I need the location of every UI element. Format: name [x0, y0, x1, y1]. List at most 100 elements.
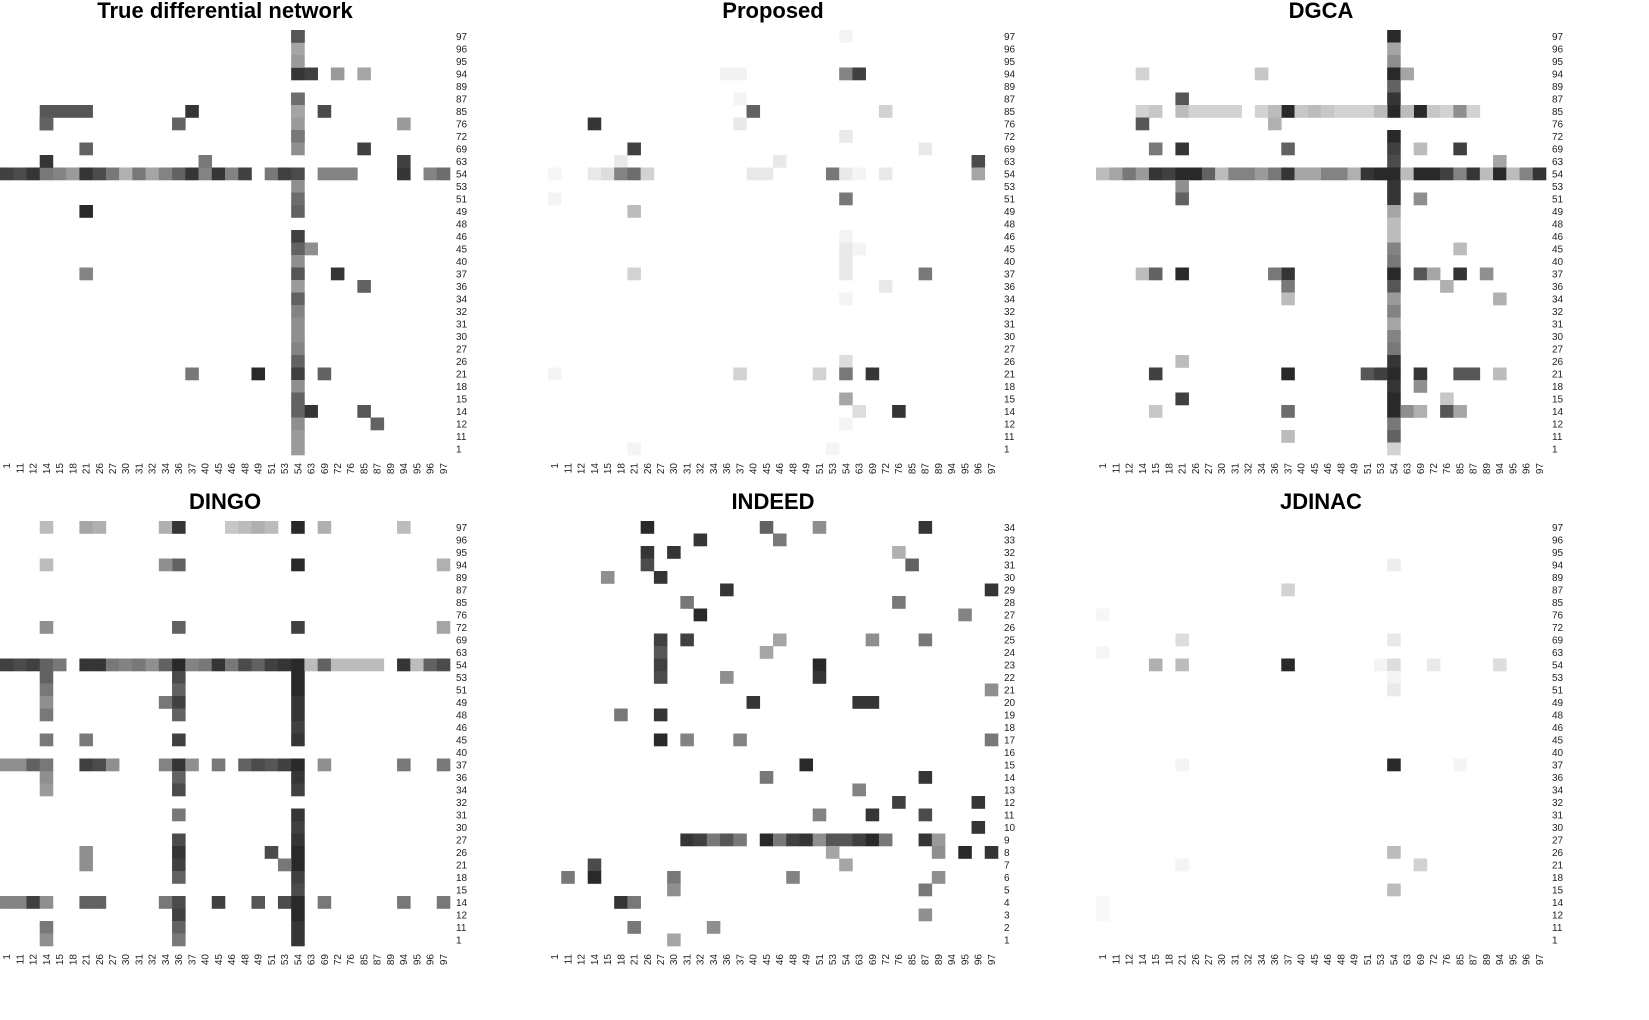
heatmap-cell — [317, 896, 332, 909]
heatmap-cell — [865, 367, 880, 381]
y-tick-label: 36 — [456, 773, 468, 784]
y-tick-label: 45 — [1552, 735, 1564, 746]
heatmap-cell — [52, 105, 67, 118]
heatmap-cell — [172, 871, 186, 884]
heatmap-cell — [773, 533, 787, 547]
y-tick-label: 25 — [1004, 635, 1016, 646]
y-tick-label: 15 — [456, 885, 468, 896]
heatmap-cell — [865, 833, 880, 847]
y-tick-label: 54 — [1552, 169, 1564, 180]
x-tick-label: 37 — [735, 463, 746, 475]
x-tick-label: 31 — [1230, 954, 1241, 966]
heatmap-cell — [105, 167, 120, 181]
heatmap-cell — [852, 696, 866, 709]
heatmap-cell — [614, 896, 628, 909]
heatmap-cell — [1281, 405, 1295, 418]
heatmap-cell — [291, 733, 305, 747]
heatmap-cell — [264, 758, 279, 772]
heatmap-cell — [397, 117, 411, 131]
heatmap-cell — [1426, 167, 1441, 181]
y-tick-label: 34 — [1004, 523, 1016, 534]
heatmap-cell — [39, 896, 54, 909]
heatmap-cell — [291, 355, 305, 368]
heatmap-cell — [614, 155, 628, 168]
y-tick-label: 94 — [456, 69, 468, 80]
heatmap-cell — [839, 192, 853, 206]
x-tick-label: 53 — [1376, 463, 1387, 475]
y-tick-label: 95 — [1552, 548, 1564, 559]
x-tick-label: 51 — [267, 954, 278, 966]
x-tick-label: 45 — [214, 954, 225, 966]
heatmap-cell — [1281, 367, 1295, 381]
heatmap-cell — [172, 771, 186, 784]
heatmap-cell — [277, 658, 292, 672]
y-tick-label: 27 — [1004, 610, 1016, 621]
heatmap-cell — [317, 367, 332, 381]
heatmap-cell — [172, 758, 186, 772]
heatmap-cell — [397, 896, 411, 909]
heatmap-cell — [291, 896, 305, 909]
heatmap-cell — [330, 67, 345, 81]
heatmap-cell — [825, 846, 840, 859]
heatmap-cell — [357, 280, 371, 293]
heatmap-cell — [436, 658, 451, 672]
y-tick-label: 32 — [1004, 548, 1016, 559]
y-tick-label: 1 — [456, 444, 462, 455]
x-tick-label: 85 — [907, 954, 918, 966]
y-tick-label: 94 — [1004, 69, 1016, 80]
x-tick-label: 97 — [1535, 954, 1546, 966]
y-tick-label: 48 — [1004, 219, 1016, 230]
heatmap-cell — [1373, 658, 1388, 672]
y-tick-label: 63 — [456, 157, 468, 168]
heatmap-cell — [52, 167, 67, 181]
heatmap-cell — [172, 167, 186, 181]
heatmap-cell — [79, 205, 93, 218]
heatmap-cell — [614, 708, 628, 722]
heatmap-cell — [892, 796, 906, 809]
heatmap-cell — [158, 521, 173, 534]
x-tick-label: 97 — [987, 954, 998, 966]
heatmap-cell — [667, 883, 681, 897]
heatmap-cell — [291, 55, 305, 68]
heatmap-cell — [291, 808, 305, 822]
heatmap-cell — [1148, 167, 1163, 181]
heatmap-cell — [1175, 105, 1189, 118]
x-tick-label: 89 — [1482, 954, 1493, 966]
y-tick-label: 89 — [456, 573, 468, 584]
y-tick-label: 46 — [1552, 723, 1564, 734]
heatmap-cell — [1334, 105, 1348, 118]
y-tick-label: 37 — [1552, 760, 1564, 771]
y-tick-label: 45 — [456, 735, 468, 746]
x-tick-label: 40 — [749, 954, 760, 966]
heatmap-cell — [1440, 167, 1454, 181]
heatmap-cell — [1413, 858, 1428, 872]
y-tick-label: 31 — [1004, 319, 1016, 330]
heatmap-cell — [1440, 405, 1454, 418]
heatmap-cell — [1387, 442, 1401, 456]
y-tick-label: 46 — [456, 232, 468, 243]
x-tick-label: 21 — [1178, 463, 1189, 475]
y-tick-label: 72 — [1004, 132, 1016, 143]
x-tick-label: 40 — [1297, 463, 1308, 475]
heatmap-cell — [1387, 558, 1401, 572]
y-tick-label: 34 — [1552, 785, 1564, 796]
x-tick-label: 94 — [1495, 463, 1506, 475]
heatmap-cell — [39, 933, 54, 947]
heatmap-cell — [1426, 267, 1441, 281]
heatmap-cell — [1294, 105, 1309, 118]
heatmap-cell — [291, 380, 305, 393]
heatmap-cell — [773, 633, 787, 647]
heatmap-cell — [357, 658, 371, 672]
x-tick-label: 46 — [775, 463, 786, 475]
heatmap-cell — [1281, 142, 1295, 156]
y-tick-label: 72 — [1552, 623, 1564, 634]
x-tick-label: 1 — [550, 463, 561, 469]
heatmap-cell — [1281, 105, 1295, 118]
x-tick-label: 18 — [616, 463, 627, 475]
x-tick-label: 72 — [1429, 954, 1440, 966]
heatmap-cell — [172, 921, 186, 934]
y-tick-label: 11 — [1552, 923, 1563, 934]
heatmap-cell — [839, 367, 853, 381]
y-tick-label: 45 — [1552, 244, 1564, 255]
heatmap-cell — [640, 167, 655, 181]
